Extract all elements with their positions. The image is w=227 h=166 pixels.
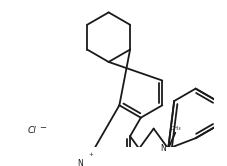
Text: Cl: Cl — [27, 126, 36, 135]
Text: +: + — [88, 153, 93, 158]
Text: −: − — [40, 123, 47, 132]
Text: CH₃: CH₃ — [170, 126, 181, 131]
Text: N: N — [77, 159, 83, 166]
Text: N: N — [160, 144, 165, 153]
